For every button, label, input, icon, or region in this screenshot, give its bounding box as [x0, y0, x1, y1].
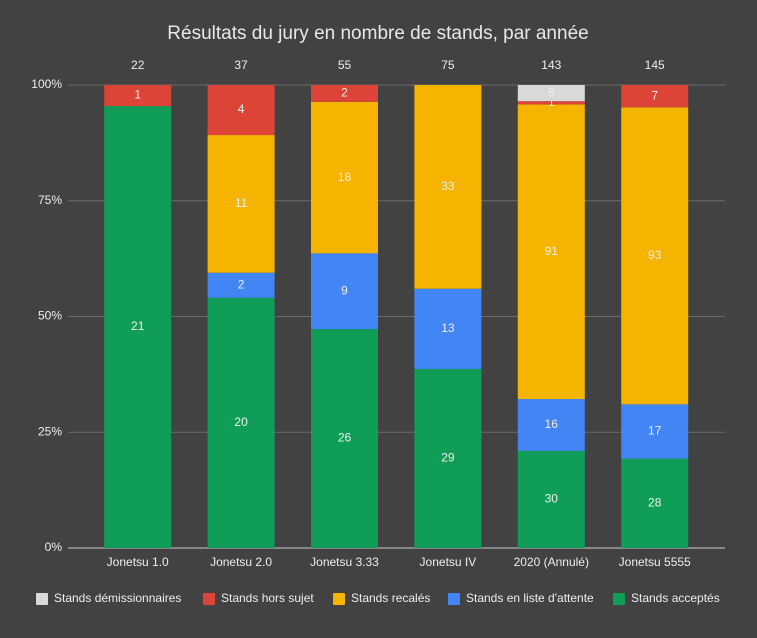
- bar-segment: [311, 85, 378, 102]
- y-tick-label: 0%: [45, 540, 63, 554]
- value-label: 29: [441, 451, 455, 465]
- bar-segment: [414, 288, 482, 369]
- y-tick-label: 25%: [38, 424, 62, 438]
- x-tick-label: Jonetsu 1.0: [107, 555, 169, 569]
- bar-segment: [207, 135, 275, 273]
- value-label: 7: [651, 88, 658, 102]
- legend-swatch: [36, 593, 48, 605]
- bar-segment: [621, 458, 689, 548]
- legend-swatch: [613, 593, 625, 605]
- bar-segment: [207, 297, 275, 548]
- bar-segment: [311, 253, 378, 330]
- bar-segment: [104, 85, 172, 107]
- value-label: 9: [341, 283, 348, 297]
- x-tick-label: Jonetsu 3.33: [310, 555, 379, 569]
- bar-segment: [104, 106, 172, 548]
- value-label: 21: [131, 319, 145, 333]
- y-tick-label: 50%: [38, 309, 62, 323]
- total-label: 37: [234, 58, 248, 72]
- bar-segment: [621, 107, 689, 405]
- bar-segment: [621, 404, 689, 459]
- value-label: 11: [235, 196, 248, 210]
- bar-segment: [207, 85, 275, 136]
- bar-segment: [517, 101, 585, 105]
- bar-segment: [414, 368, 482, 548]
- value-label: 18: [338, 170, 352, 184]
- bar-segment: [517, 450, 585, 548]
- value-label: 33: [441, 179, 455, 193]
- value-label: 17: [648, 424, 662, 438]
- bar-segment: [414, 85, 482, 289]
- bar-segment: [517, 85, 585, 102]
- total-label: 22: [131, 58, 145, 72]
- legend-swatch: [333, 593, 345, 605]
- value-label: 20: [234, 415, 248, 429]
- value-label: 5: [548, 85, 555, 99]
- value-label: 1: [548, 95, 555, 109]
- bar-segment: [311, 101, 378, 254]
- x-tick-label: Jonetsu 2.0: [210, 555, 272, 569]
- legend-label: Stands hors sujet: [221, 591, 314, 605]
- y-tick-label: 75%: [38, 193, 62, 207]
- total-label: 55: [338, 58, 352, 72]
- y-tick-label: 100%: [31, 77, 62, 91]
- value-label: 93: [648, 248, 662, 262]
- x-tick-label: Jonetsu 5555: [619, 555, 691, 569]
- legend-swatch: [203, 593, 215, 605]
- total-label: 145: [645, 58, 665, 72]
- bar-segment: [311, 329, 378, 548]
- total-label: 75: [441, 58, 455, 72]
- value-label: 26: [338, 431, 352, 445]
- x-tick-label: Jonetsu IV: [420, 555, 477, 569]
- value-label: 28: [648, 495, 662, 509]
- legend-label: Stands recalés: [351, 591, 430, 605]
- bar-segment: [517, 399, 585, 451]
- value-label: 2: [238, 277, 245, 291]
- x-tick-label: 2020 (Annulé): [514, 555, 589, 569]
- legend-label: Stands en liste d'attente: [466, 591, 594, 605]
- value-label: 2: [341, 86, 348, 100]
- legend-swatch: [448, 593, 460, 605]
- total-label: 143: [541, 58, 561, 72]
- value-label: 1: [134, 88, 141, 102]
- bar-segment: [207, 272, 275, 298]
- legend-label: Stands démissionnaires: [54, 591, 181, 605]
- chart-title: Résultats du jury en nombre de stands, p…: [167, 23, 588, 44]
- value-label: 91: [545, 244, 559, 258]
- bar-segment: [517, 104, 585, 400]
- bar-segment: [621, 85, 689, 108]
- legend-label: Stands acceptés: [631, 591, 720, 605]
- value-label: 16: [545, 417, 559, 431]
- value-label: 4: [238, 102, 245, 116]
- value-label: 30: [545, 492, 559, 506]
- value-label: 13: [441, 321, 455, 335]
